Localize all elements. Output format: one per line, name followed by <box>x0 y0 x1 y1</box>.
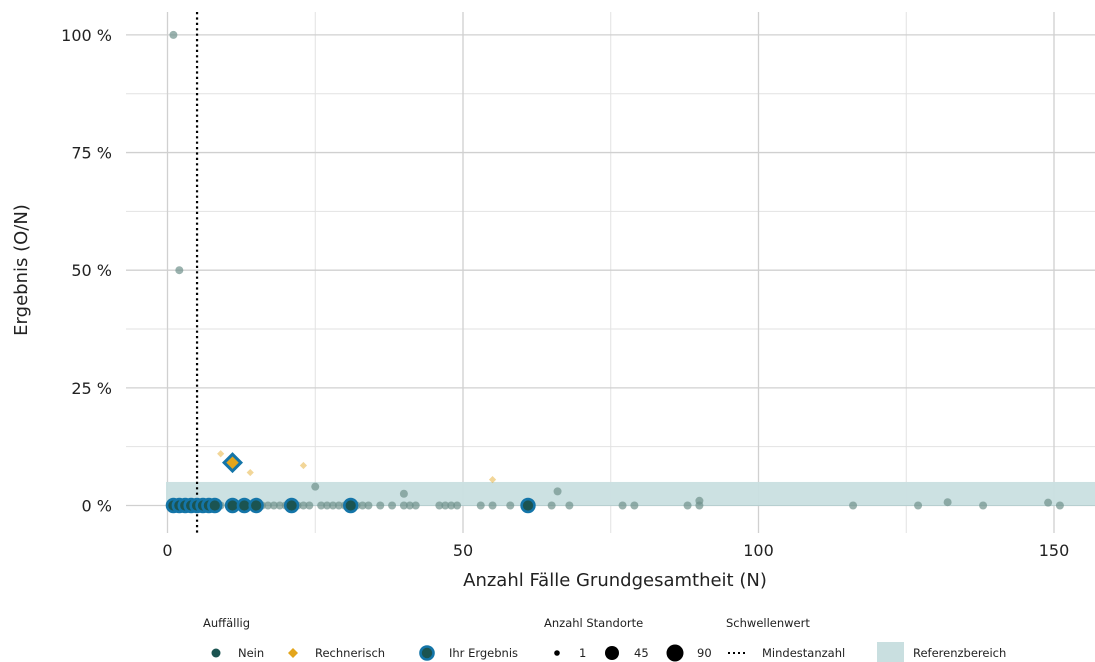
point-nein <box>1055 501 1064 510</box>
legend-size-medium <box>605 646 619 660</box>
point-nein <box>1044 498 1053 507</box>
legend-item-label: Rechnerisch <box>315 646 385 660</box>
point-nein <box>364 501 373 510</box>
legend-item-label: Nein <box>238 646 264 660</box>
axis-ticks: 0 50 100 150 0 % 25 % 50 % 75 % 100 % <box>61 26 1069 560</box>
point-nein <box>447 501 456 510</box>
x-tick-label: 100 <box>743 541 774 560</box>
point-ihr-ergebnis <box>343 497 359 514</box>
point-nein <box>305 501 314 510</box>
point-nein <box>311 482 320 491</box>
x-axis-title: Anzahl Fälle Grundgesamtheit (N) <box>463 570 767 591</box>
reference-band <box>166 481 1095 506</box>
point-nein <box>175 266 184 275</box>
point-nein <box>849 501 858 510</box>
point-nein <box>399 501 408 510</box>
data-points <box>165 30 1064 514</box>
point-nein <box>263 501 272 510</box>
legend-size-small <box>554 650 560 656</box>
point-nein <box>334 501 343 510</box>
x-tick-label: 150 <box>1039 541 1070 560</box>
point-nein <box>453 501 462 510</box>
legend-size-large <box>666 644 684 662</box>
point-ihr-ergebnis <box>520 497 536 514</box>
point-nein <box>275 501 284 510</box>
point-ihr-ergebnis-highlight <box>226 456 239 469</box>
point-nein <box>388 501 397 510</box>
grid <box>126 12 1095 533</box>
legend-item-label: Referenzbereich <box>913 646 1006 660</box>
point-ihr-ergebnis <box>207 497 223 514</box>
point-nein <box>376 501 385 510</box>
point-nein <box>914 501 923 510</box>
point-nein <box>435 501 444 510</box>
legend-item-label: Mindestanzahl <box>762 646 845 660</box>
point-nein <box>695 501 704 510</box>
legend-nein-symbol <box>211 648 221 658</box>
legend-group-title: Anzahl Standorte <box>544 616 643 630</box>
point-nein <box>488 501 497 510</box>
point-nein <box>979 501 988 510</box>
legend-ihr-ergebnis-symbol <box>419 645 435 661</box>
point-nein <box>506 501 515 510</box>
point-nein <box>630 501 639 510</box>
point-rechnerisch <box>217 450 225 458</box>
legend-group-title: Auffällig <box>203 616 250 630</box>
point-nein <box>618 501 627 510</box>
point-nein <box>317 501 326 510</box>
y-tick-label: 75 % <box>71 144 112 163</box>
point-nein <box>405 501 414 510</box>
point-nein <box>683 501 692 510</box>
point-nein <box>323 501 332 510</box>
point-nein <box>411 501 420 510</box>
y-axis-title: Ergebnis (O/N) <box>11 204 32 336</box>
legend-referenzbereich-symbol <box>877 642 904 662</box>
point-nein <box>299 501 308 510</box>
point-rechnerisch <box>299 461 308 470</box>
point-nein <box>399 489 408 498</box>
legend-group-title: Schwellenwert <box>726 616 810 630</box>
legend: Auffällig Nein Rechnerisch Ihr Ergebnis Anza… <box>203 616 1006 662</box>
y-tick-label: 0 % <box>82 497 112 516</box>
legend-item-label: 45 <box>634 646 649 660</box>
point-nein <box>169 30 178 39</box>
legend-item-label: Ihr Ergebnis <box>449 646 518 660</box>
point-nein <box>565 501 574 510</box>
legend-rechnerisch-symbol <box>288 648 298 658</box>
y-tick-label: 100 % <box>61 26 112 45</box>
point-nein <box>358 501 367 510</box>
x-tick-label: 0 <box>162 541 172 560</box>
x-tick-label: 50 <box>453 541 473 560</box>
y-tick-label: 50 % <box>71 261 112 280</box>
point-nein <box>943 498 952 507</box>
point-nein <box>553 487 562 496</box>
legend-item-label: 90 <box>697 646 712 660</box>
point-ihr-ergebnis <box>283 497 300 514</box>
point-nein <box>476 501 485 510</box>
point-nein <box>547 501 556 510</box>
legend-item-label: 1 <box>579 646 586 660</box>
point-nein <box>441 501 450 510</box>
y-tick-label: 25 % <box>71 379 112 398</box>
point-rechnerisch <box>488 476 497 484</box>
point-ihr-ergebnis <box>248 497 264 514</box>
reference-band-rect <box>166 481 1095 506</box>
point-nein <box>269 501 278 510</box>
point-rechnerisch <box>246 468 254 477</box>
point-nein <box>328 501 337 510</box>
